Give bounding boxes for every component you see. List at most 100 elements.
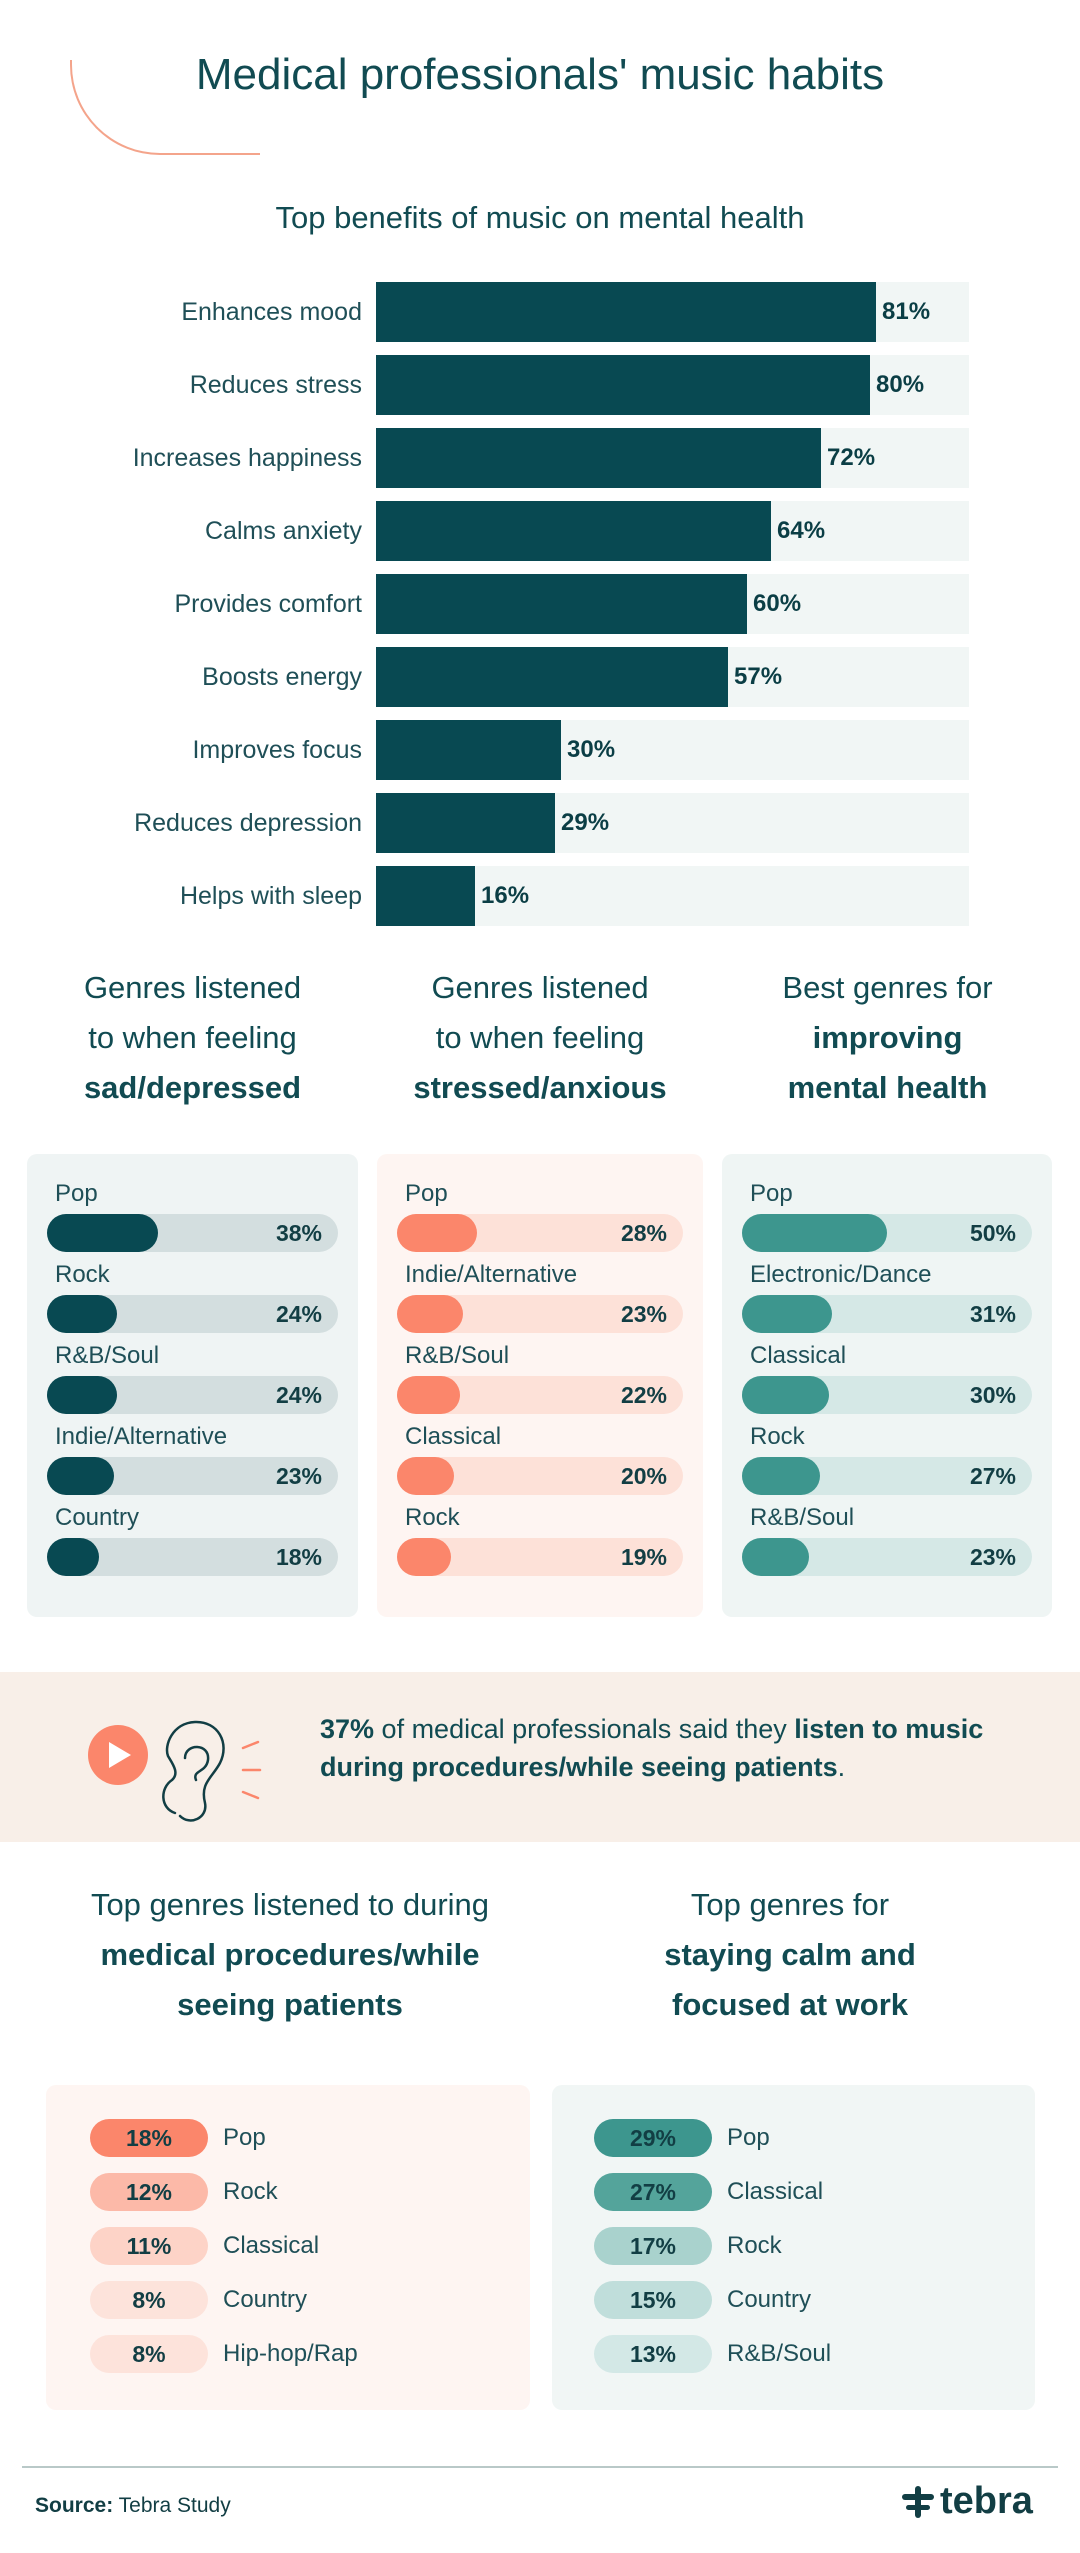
genre-bar-track: 27% [742, 1457, 1032, 1495]
rank-value-pill: 15% [594, 2281, 712, 2319]
genre-bar-value: 38% [275, 1220, 322, 1246]
genre-bar-fill [397, 1538, 451, 1576]
genre-bar-value: 19% [620, 1544, 667, 1570]
rank-label: Hip-hop/Rap [223, 2340, 358, 2367]
tebra-logo-icon [902, 2486, 934, 2518]
benefit-row: Improves focus 30% [0, 720, 1080, 780]
genre-bar-fill [742, 1214, 887, 1252]
genre-bar-fill [47, 1376, 117, 1414]
rank-value-pill: 27% [594, 2173, 712, 2211]
genre-bar-track: 24% [47, 1295, 338, 1333]
benefit-row: Provides comfort 60% [0, 574, 1080, 634]
genre-bar-fill [397, 1214, 477, 1252]
genre-bar-fill [742, 1457, 820, 1495]
benefit-row: Helps with sleep 16% [0, 866, 1080, 926]
genre-bar-track: 23% [47, 1457, 338, 1495]
calm-title: Top genres for staying calm and focused … [664, 1887, 916, 2022]
genre-label: Rock [750, 1423, 805, 1450]
rank-label: Country [223, 2286, 308, 2313]
genre-bar-track: 31% [742, 1295, 1032, 1333]
genre-label: R&B/Soul [55, 1342, 160, 1369]
benefit-label: Enhances mood [181, 298, 362, 326]
benefit-value: 80% [876, 371, 925, 398]
genre-bar-track: 23% [397, 1295, 683, 1333]
genre-bar-track: 23% [742, 1538, 1032, 1576]
genre-label: Pop [405, 1180, 448, 1207]
play-icon [88, 1725, 148, 1785]
benefit-track [376, 793, 969, 853]
genre-bar-value: 22% [620, 1382, 667, 1408]
benefit-track [376, 866, 969, 926]
benefit-value: 72% [827, 444, 876, 471]
benefit-row: Increases happiness 72% [0, 428, 1080, 488]
benefit-bar [376, 574, 747, 634]
genre-bar-value: 18% [275, 1544, 322, 1570]
genre-label: Electronic/Dance [750, 1261, 932, 1288]
benefit-track [376, 720, 969, 780]
rank-value-pill: 29% [594, 2119, 712, 2157]
benefit-row: Reduces depression 29% [0, 793, 1080, 853]
genre-bar-fill [742, 1295, 832, 1333]
rank-value-pill: 12% [90, 2173, 208, 2211]
genre-bar-value: 24% [275, 1382, 322, 1408]
genre-bar-fill [47, 1538, 99, 1576]
genre-label: Pop [55, 1180, 98, 1207]
sad-panel-title: Genres listened to when feeling sad/depr… [83, 970, 302, 1105]
benefit-track [376, 647, 969, 707]
rank-value-pill: 18% [90, 2119, 208, 2157]
genre-label: Classical [750, 1342, 847, 1369]
genre-label: Indie/Alternative [405, 1261, 578, 1288]
brand-name: tebra [940, 2480, 1033, 2522]
benefit-bar [376, 501, 771, 561]
benefit-bar [376, 720, 561, 780]
rank-label: Classical [223, 2232, 320, 2259]
improving-panel-title: Best genres for improving mental health [782, 970, 993, 1105]
genre-bar-fill [397, 1376, 460, 1414]
benefit-label: Reduces depression [134, 809, 362, 837]
benefit-track [376, 501, 969, 561]
benefit-label: Helps with sleep [179, 882, 362, 910]
genre-bar-fill [742, 1376, 829, 1414]
genre-bar-value: 28% [620, 1220, 667, 1246]
rank-label: Rock [223, 2178, 278, 2205]
genre-label: Pop [750, 1180, 793, 1207]
rank-value-pill: 8% [90, 2335, 208, 2373]
banner-text: 37% of medical professionals said they l… [320, 1714, 984, 1782]
benefit-track [376, 355, 969, 415]
genre-label: Indie/Alternative [55, 1423, 228, 1450]
benefit-value: 30% [567, 736, 616, 763]
benefit-value: 60% [753, 590, 802, 617]
genre-bar-track: 19% [397, 1538, 683, 1576]
genre-bar-value: 23% [620, 1301, 667, 1327]
benefit-bar [376, 866, 475, 926]
benefit-row: Enhances mood 81% [0, 282, 1080, 342]
genre-bar-fill [47, 1295, 117, 1333]
benefit-bar [376, 647, 728, 707]
genre-bar-fill [742, 1538, 809, 1576]
benefit-value: 81% [882, 298, 931, 325]
rank-value-pill: 17% [594, 2227, 712, 2265]
rank-value-pill: 8% [90, 2281, 208, 2319]
genre-bar-value: 23% [969, 1544, 1016, 1570]
benefit-bar [376, 355, 870, 415]
stress-panel-title: Genres listened to when feeling stressed… [413, 970, 667, 1105]
genre-label: Rock [405, 1504, 460, 1531]
benefit-label: Boosts energy [202, 663, 362, 691]
benefit-label: Provides comfort [174, 590, 362, 618]
benefit-track [376, 574, 969, 634]
genre-label: R&B/Soul [405, 1342, 510, 1369]
genre-bar-track: 18% [47, 1538, 338, 1576]
genre-bar-track: 24% [47, 1376, 338, 1414]
rank-label: Pop [223, 2124, 266, 2151]
benefit-label: Increases happiness [132, 444, 362, 472]
genre-label: Rock [55, 1261, 110, 1288]
page-title: Medical professionals' music habits [195, 50, 885, 99]
genre-bar-value: 27% [969, 1463, 1016, 1489]
stat-banner [0, 1672, 1080, 1842]
sound-waves-icon [241, 1740, 262, 1800]
benefit-value: 29% [561, 809, 610, 836]
rank-label: R&B/Soul [727, 2340, 832, 2367]
benefit-bar [376, 282, 876, 342]
benefit-track [376, 428, 969, 488]
source-note: Source: Tebra Study [35, 2494, 231, 2517]
